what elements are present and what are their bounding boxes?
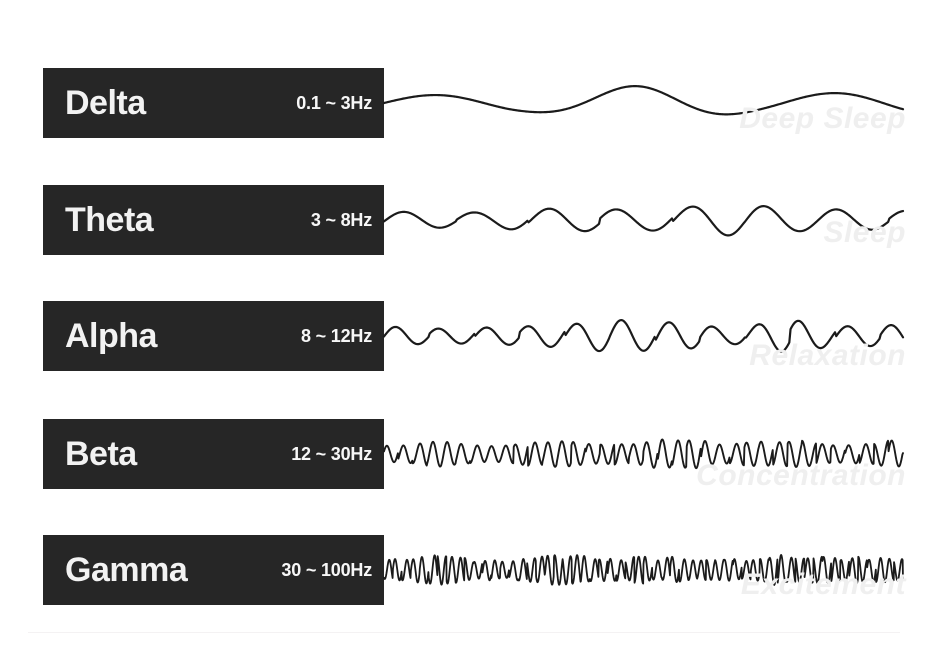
brainwave-row-delta: Delta 0.1 ~ 3Hz [43, 68, 905, 138]
band-name: Gamma [65, 551, 188, 589]
waveform-alpha [382, 289, 905, 383]
band-label-box-gamma[interactable]: Gamma 30 ~ 100Hz [43, 535, 384, 605]
band-name: Delta [65, 84, 146, 122]
band-label-box-delta[interactable]: Delta 0.1 ~ 3Hz [43, 68, 384, 138]
footer-divider [28, 632, 900, 633]
band-frequency-range: 30 ~ 100Hz [281, 560, 372, 580]
brainwave-row-alpha: Alpha 8 ~ 12Hz [43, 301, 905, 371]
waveform-path [382, 85, 905, 116]
brainwave-row-theta: Theta 3 ~ 8Hz [43, 185, 905, 255]
brainwave-row-gamma: Gamma 30 ~ 100Hz [43, 535, 904, 605]
waveform-path [382, 318, 905, 353]
band-name: Beta [65, 435, 137, 473]
waveform-path [383, 554, 904, 586]
waveform-beta [383, 407, 904, 501]
band-name: Theta [65, 201, 154, 239]
waveform-gamma [383, 523, 904, 617]
band-label-box-beta[interactable]: Beta 12 ~ 30Hz [43, 419, 384, 489]
waveform-path [383, 438, 904, 470]
waveform-delta [382, 56, 905, 150]
brainwave-row-beta: Beta 12 ~ 30Hz [43, 419, 904, 489]
band-frequency-range: 0.1 ~ 3Hz [296, 93, 372, 113]
band-label-box-theta[interactable]: Theta 3 ~ 8Hz [43, 185, 384, 255]
waveform-theta [382, 173, 905, 267]
band-frequency-range: 12 ~ 30Hz [291, 444, 372, 464]
waveform-path [382, 205, 905, 237]
band-frequency-range: 8 ~ 12Hz [301, 326, 372, 346]
band-frequency-range: 3 ~ 8Hz [310, 210, 372, 230]
band-label-box-alpha[interactable]: Alpha 8 ~ 12Hz [43, 301, 384, 371]
band-name: Alpha [65, 317, 157, 355]
